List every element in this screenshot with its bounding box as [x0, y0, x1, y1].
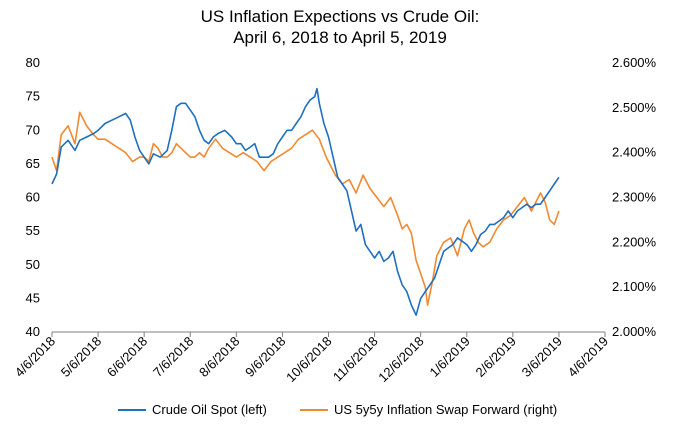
y-right-tick-label: 2.100% — [612, 279, 657, 294]
y-right-tick-label: 2.600% — [612, 55, 657, 70]
series-line-crude-oil — [51, 87, 560, 317]
y-left-tick-label: 50 — [26, 257, 40, 272]
x-tick-group: 4/6/2018 5/6/2018 6/6/2018 7/6/2018 8/6/2018… — [12, 332, 611, 385]
x-tick-label: 9/6/2018 — [242, 334, 288, 380]
y-left-tick-label: 75 — [26, 89, 40, 104]
y-right-tick-label: 2.000% — [612, 324, 657, 339]
x-tick-label: 12/6/2018 — [375, 334, 427, 386]
y-left-tick-label: 80 — [26, 55, 40, 70]
x-tick-label: 8/6/2018 — [196, 334, 242, 380]
y-left-tick-label: 40 — [26, 324, 40, 339]
y-left-tick-label: 45 — [26, 290, 40, 305]
chart-title-line-2: April 6, 2018 to April 5, 2019 — [233, 28, 447, 47]
y-left-tick-label: 65 — [26, 156, 40, 171]
series-line-inflation-swap — [51, 111, 560, 306]
y-left-tick-group: 40 45 50 55 60 65 70 75 80 — [26, 55, 40, 339]
x-tick-label: 4/6/2019 — [565, 334, 611, 380]
x-tick-label: 2/6/2019 — [473, 334, 519, 380]
series-lines-group — [51, 87, 560, 317]
x-tick-label: 4/6/2018 — [12, 334, 58, 380]
x-tick-label: 6/6/2018 — [104, 334, 150, 380]
x-tick-label: 5/6/2018 — [58, 334, 104, 380]
legend-item-inflation-swap: US 5y5y Inflation Swap Forward (right) — [300, 402, 557, 417]
x-tick-label: 3/6/2019 — [519, 334, 565, 380]
legend-swatch-inflation-swap — [300, 408, 328, 411]
y-right-tick-label: 2.500% — [612, 100, 657, 115]
legend-label-crude-oil: Crude Oil Spot (left) — [152, 402, 267, 417]
legend-item-crude-oil: Crude Oil Spot (left) — [118, 402, 267, 417]
chart-legend: Crude Oil Spot (left) US 5y5y Inflation … — [0, 402, 680, 422]
y-right-tick-label: 2.200% — [612, 234, 657, 249]
y-left-tick-label: 70 — [26, 122, 40, 137]
x-tick-label: 1/6/2019 — [426, 334, 472, 380]
x-tick-label: 7/6/2018 — [150, 334, 196, 380]
y-right-tick-group: 2.000% 2.100% 2.200% 2.300% 2.400% 2.500% 2.60… — [612, 55, 657, 339]
legend-label-inflation-swap: US 5y5y Inflation Swap Forward (right) — [334, 402, 558, 417]
legend-swatch-crude-oil — [118, 408, 146, 411]
y-right-tick-label: 2.400% — [612, 145, 657, 160]
x-tick-label: 10/6/2018 — [283, 334, 335, 386]
y-left-tick-label: 60 — [26, 190, 40, 205]
chart-title: US Inflation Expections vs Crude Oil: Ap… — [0, 6, 680, 48]
chart-title-line-1: US Inflation Expections vs Crude Oil: — [200, 7, 480, 26]
x-tick-label: 11/6/2018 — [330, 334, 381, 385]
y-left-tick-label: 55 — [26, 223, 40, 238]
y-right-tick-label: 2.300% — [612, 190, 657, 205]
